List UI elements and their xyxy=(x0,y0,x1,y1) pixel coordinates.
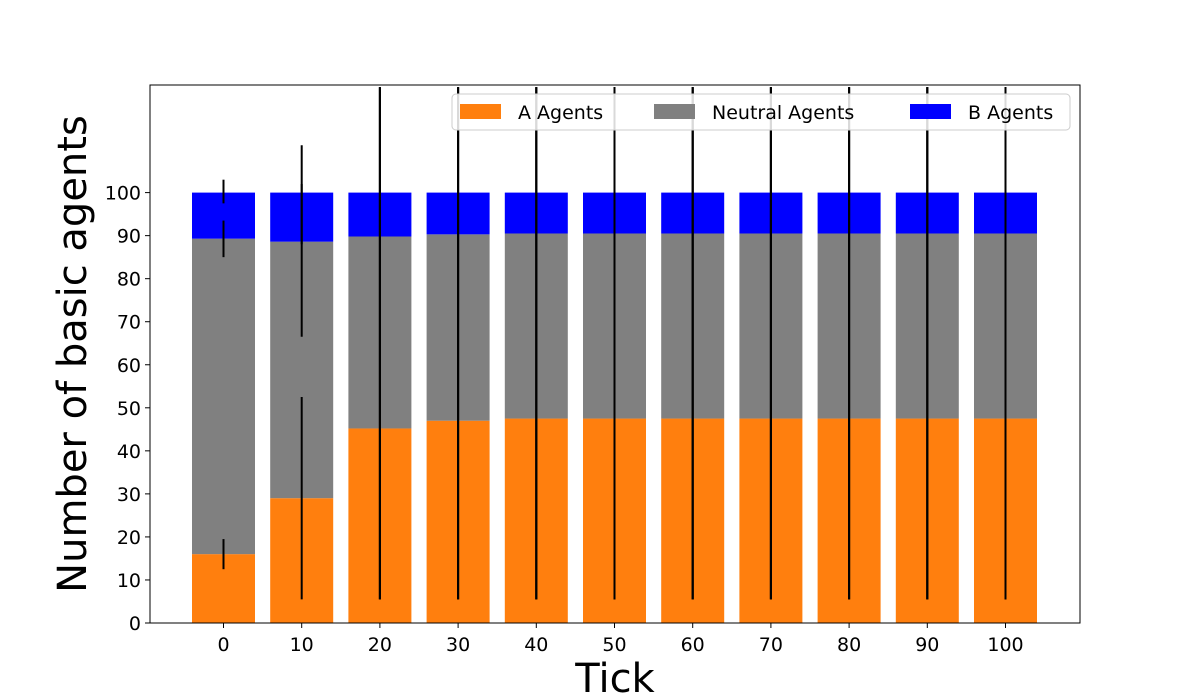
legend-label-neutral-agents: Neutral Agents xyxy=(712,102,854,124)
bar-neutral-agents-0 xyxy=(192,238,255,555)
y-tick-label: 50 xyxy=(117,398,141,420)
y-tick-label: 80 xyxy=(117,269,141,291)
x-tick-label: 90 xyxy=(915,634,939,656)
x-tick-label: 0 xyxy=(217,634,229,656)
x-axis: 0 10 20 30 40 50 60 70 80 90 100 xyxy=(217,623,1024,656)
y-tick-label: 40 xyxy=(117,441,141,463)
x-tick-label: 20 xyxy=(368,634,392,656)
y-tick-label: 100 xyxy=(105,183,141,205)
x-tick-label: 80 xyxy=(837,634,861,656)
x-tick-label: 40 xyxy=(524,634,548,656)
legend-label-a-agents: A Agents xyxy=(518,102,603,124)
legend-swatch-b-agents xyxy=(910,104,951,119)
x-axis-label: Tick xyxy=(574,656,655,700)
y-tick-label: 90 xyxy=(117,226,141,248)
y-tick-label: 20 xyxy=(117,527,141,549)
y-axis-label: Number of basic agents xyxy=(50,115,96,593)
x-tick-label: 100 xyxy=(987,634,1023,656)
y-tick-label: 30 xyxy=(117,484,141,506)
x-tick-label: 30 xyxy=(446,634,470,656)
legend: A Agents Neutral Agents B Agents xyxy=(451,93,1071,131)
legend-box xyxy=(451,93,1071,131)
legend-swatch-a-agents xyxy=(460,104,501,119)
x-tick-label: 70 xyxy=(759,634,783,656)
x-tick-label: 10 xyxy=(290,634,314,656)
legend-label-b-agents: B Agents xyxy=(968,102,1053,124)
y-tick-label: 70 xyxy=(117,312,141,334)
y-tick-label: 10 xyxy=(117,570,141,592)
error-bars-layer xyxy=(222,87,1007,600)
legend-swatch-neutral-agents xyxy=(654,104,695,119)
y-tick-label: 0 xyxy=(129,613,141,635)
y-tick-label: 60 xyxy=(117,355,141,377)
x-tick-label: 60 xyxy=(681,634,705,656)
y-axis: 0 10 20 30 40 50 60 70 80 90 100 xyxy=(105,183,150,635)
x-tick-label: 50 xyxy=(602,634,626,656)
